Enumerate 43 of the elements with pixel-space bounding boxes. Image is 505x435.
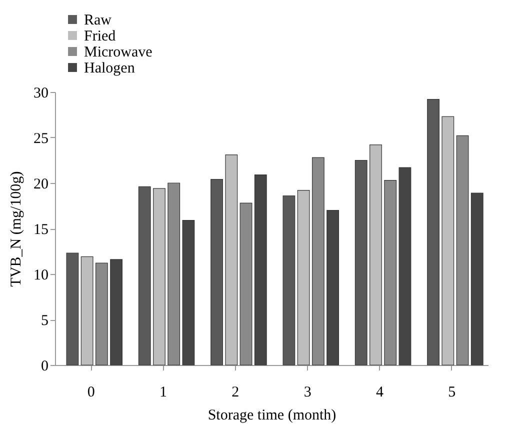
- bar: [326, 210, 339, 366]
- bar: [80, 256, 94, 366]
- y-tick-label: 20: [34, 176, 48, 192]
- bar: [95, 262, 108, 366]
- bar: [254, 174, 267, 366]
- bar: [456, 135, 469, 366]
- bar: [153, 188, 166, 366]
- bar: [297, 190, 310, 366]
- legend-label: Halogen: [84, 60, 136, 76]
- legend-label: Fried: [84, 28, 116, 44]
- x-tick-label: 5: [448, 384, 456, 400]
- bar: [427, 98, 440, 366]
- bar: [312, 157, 324, 366]
- bar: [442, 116, 454, 366]
- x-tick-label: 1: [160, 384, 167, 400]
- bar: [398, 167, 412, 366]
- bar: [282, 195, 296, 366]
- y-tick-label: 30: [34, 86, 48, 102]
- x-axis-title: Storage time (month): [208, 408, 336, 424]
- legend-label: Microwave: [84, 44, 153, 60]
- bar: [354, 160, 368, 366]
- x-tick-label: 2: [232, 384, 240, 400]
- bar: [110, 259, 122, 366]
- y-tick-label: 10: [34, 268, 48, 284]
- y-axis-title: TVB_N (mg/100g): [8, 171, 24, 287]
- y-tick-label: 5: [41, 313, 48, 329]
- legend-label: Raw: [84, 12, 112, 28]
- bar: [240, 202, 252, 366]
- x-tick-label: 0: [87, 384, 95, 400]
- bar: [225, 154, 238, 366]
- bar: [138, 186, 151, 366]
- bar: [168, 182, 180, 366]
- bar: [384, 180, 397, 366]
- y-tick-label: 0: [41, 358, 48, 374]
- bar: [182, 220, 195, 366]
- bar: [370, 144, 382, 366]
- y-tick-label: 25: [34, 131, 48, 147]
- bar: [470, 192, 484, 366]
- bar: [66, 252, 79, 366]
- y-tick-label: 15: [34, 222, 48, 238]
- x-tick-label: 3: [304, 384, 312, 400]
- bar: [210, 179, 223, 366]
- x-tick-label: 4: [376, 384, 384, 400]
